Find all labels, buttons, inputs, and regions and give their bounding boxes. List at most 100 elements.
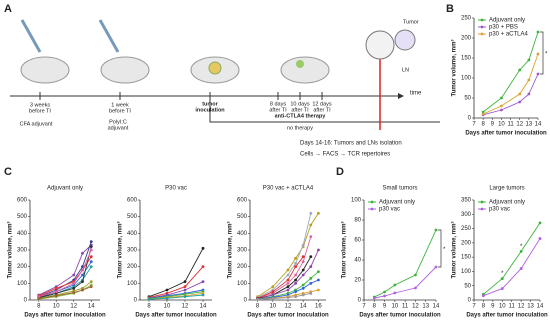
y-tick-label: 150 [461, 56, 472, 62]
x-tick-label: 12 [412, 304, 419, 310]
y-axis-label: Tumor volume, mm³ [451, 40, 458, 97]
diagram: Tumor LN time 3 weeks before TI CFA adju… [10, 19, 440, 158]
mouse [280, 56, 330, 84]
y-tick-label: 500 [237, 214, 248, 220]
data-point [201, 293, 205, 297]
data-point [536, 30, 540, 34]
data-point [301, 260, 305, 264]
x-axis-label: Days after tumor inoculation [135, 313, 217, 319]
x-tick-label: 13 [526, 122, 533, 128]
x-axis-label: Days after tumor inoculation [465, 131, 547, 137]
x-tick-label: 10 [53, 304, 60, 310]
diagram-label: after TI [313, 107, 331, 113]
data-point [54, 286, 58, 290]
data-point [481, 112, 485, 116]
data-point [434, 228, 438, 232]
y-tick-label: 40 [354, 258, 361, 264]
x-tick-label: 14 [537, 304, 544, 310]
panel-label: B [446, 3, 454, 15]
data-point [309, 291, 313, 295]
diagram-label: Days 14-16: Tumors and LNs isolation [300, 141, 402, 147]
y-tick-label: 100 [17, 281, 28, 287]
data-point [294, 265, 297, 269]
data-point [72, 281, 76, 285]
data-point [383, 294, 386, 298]
data-point [54, 290, 58, 294]
y-tick-label: 20 [354, 278, 361, 284]
legend-marker [480, 32, 484, 36]
diagram-label: PolyI:C [109, 119, 127, 125]
x-tick-label: 9 [491, 122, 495, 128]
y-tick-label: 100 [351, 198, 362, 204]
diagram-label: after TI [269, 107, 287, 113]
y-tick-label: 300 [237, 248, 248, 254]
data-point [301, 255, 305, 259]
series-line [148, 266, 204, 298]
x-tick-label: 9 [383, 304, 387, 310]
y-tick-label: 250 [461, 226, 472, 232]
data-point [37, 295, 41, 299]
data-point [301, 268, 305, 272]
diagram-label: 10 days [290, 101, 310, 107]
y-tick-label: 350 [461, 198, 472, 204]
series-line [257, 236, 312, 299]
diagram-label: 1 week [111, 102, 129, 108]
x-tick-label: 8 [256, 304, 260, 310]
x-tick-label: 11 [509, 304, 516, 310]
data-point [89, 245, 93, 249]
data-point [81, 268, 84, 272]
diagram-label: after TI [291, 107, 309, 113]
y-axis-label: Tumor volume, mm³ [451, 222, 458, 279]
y-axis-label: Tumor volume, mm³ [7, 222, 14, 279]
diagram-label: no therapy [287, 125, 313, 131]
data-point [500, 104, 503, 108]
x-axis-label: Days after tumor inoculation [359, 313, 441, 319]
data-point [309, 223, 313, 227]
series-line [148, 248, 204, 298]
x-axis-label: Days after tumor inoculation [24, 313, 106, 319]
y-tick-label: 500 [17, 214, 28, 220]
series-line [374, 229, 437, 298]
x-tick-label: 13 [527, 304, 534, 310]
y-tick-label: 0 [358, 298, 362, 304]
x-tick-label: 12 [285, 304, 292, 310]
data-point [519, 250, 523, 253]
y-tick-label: 200 [461, 36, 472, 42]
data-point [372, 296, 376, 300]
series-line [483, 238, 541, 297]
mouse [20, 56, 70, 84]
data-point [294, 256, 297, 260]
data-point [286, 273, 290, 277]
y-tick-label: 200 [127, 264, 138, 270]
data-point [72, 291, 76, 294]
data-point [434, 265, 438, 269]
y-tick-label: 100 [127, 281, 138, 287]
data-point [309, 211, 313, 215]
tumor-cell [208, 61, 222, 75]
data-point [81, 251, 84, 255]
y-tick-label: 0 [468, 116, 472, 122]
significance-bracket [540, 31, 544, 75]
legend-marker [370, 207, 374, 211]
y-tick-label: 150 [461, 255, 472, 261]
diagram-label: before TI [29, 108, 51, 114]
series-line [374, 266, 437, 299]
data-point [294, 281, 297, 285]
x-tick-label: 8 [481, 122, 485, 128]
diagram-label: 8 days [270, 101, 286, 107]
data-point [301, 286, 305, 290]
diagram-label: LN [402, 67, 409, 73]
data-point [536, 52, 540, 56]
syringe [20, 19, 42, 53]
data-point [481, 110, 485, 114]
data-point [518, 68, 522, 72]
panel-label: A [4, 3, 12, 15]
legend-marker [480, 207, 484, 211]
data-point [500, 96, 503, 100]
legend-label: p30 + PBS [489, 25, 518, 31]
annotation: * [501, 271, 504, 277]
data-point [317, 211, 320, 215]
data-point [183, 295, 187, 299]
data-point [309, 276, 313, 280]
